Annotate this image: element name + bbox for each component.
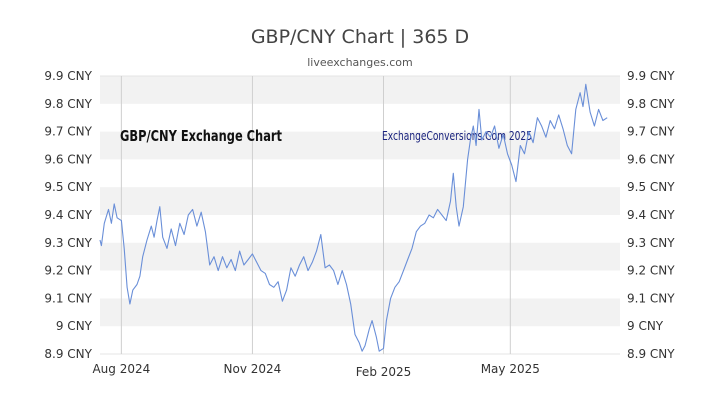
y-tick-label-left: 9 CNY [56,319,93,333]
y-tick-label-right: 8.9 CNY [627,347,675,361]
x-tick-label: Feb 2025 [356,365,412,379]
series-line [99,83,608,352]
y-tick-label-left: 8.9 CNY [44,347,92,361]
y-tick-label-right: 9.7 CNY [627,125,675,139]
y-tick-label-left: 9.8 CNY [44,97,92,111]
grid-band [100,242,620,271]
x-tick-label: Nov 2024 [224,362,282,376]
y-tick-label-right: 9.2 CNY [627,264,675,278]
annotation-watermark: ExchangeConversions.Com 2025 [382,129,532,143]
x-tick-label: May 2025 [481,362,540,376]
annotation-chart-name: GBP/CNY Exchange Chart [120,127,282,145]
chart-title: GBP/CNY Chart | 365 D [250,26,470,48]
y-tick-label-right: 9.3 CNY [627,236,675,250]
grid-band [100,76,620,104]
y-tick-label-right: 9.5 CNY [627,180,675,194]
y-tick-label-right: 9.8 CNY [627,97,675,111]
y-tick-label-left: 9.2 CNY [44,264,92,278]
y-tick-label-right: 9.4 CNY [627,208,675,222]
grid-band [100,131,620,160]
x-tick-label: Aug 2024 [92,362,150,376]
y-tick-label-left: 9.4 CNY [44,208,92,222]
y-tick-label-left: 9.6 CNY [44,152,92,166]
grid-band [100,187,620,215]
y-tick-label-right: 9.9 CNY [627,69,675,83]
y-tick-label-right: 9.1 CNY [627,291,675,305]
y-tick-label-right: 9 CNY [627,319,664,333]
chart-subtitle: liveexchanges.com [307,56,413,69]
y-tick-label-left: 9.7 CNY [44,125,92,139]
y-tick-label-left: 9.1 CNY [44,291,92,305]
y-tick-label-left: 9.5 CNY [44,180,92,194]
y-tick-label-right: 9.6 CNY [627,152,675,166]
y-tick-label-left: 9.9 CNY [44,69,92,83]
grid-band [100,298,620,327]
y-tick-label-left: 9.3 CNY [44,236,92,250]
